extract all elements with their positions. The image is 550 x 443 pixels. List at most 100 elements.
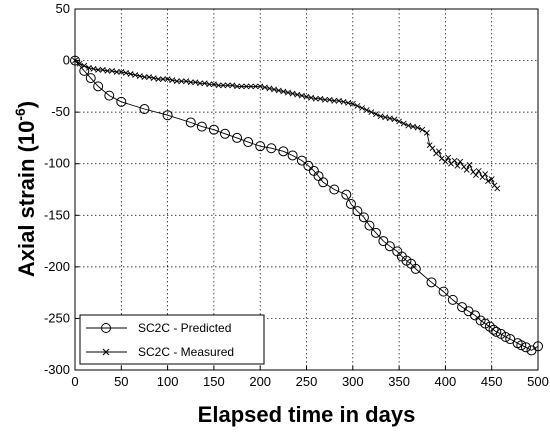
data-point-predicted — [85, 73, 96, 84]
data-point-measured — [312, 95, 319, 102]
data-point-predicted — [287, 150, 298, 161]
data-point-measured — [206, 81, 213, 88]
data-point-measured — [210, 81, 217, 88]
data-point-measured — [349, 100, 356, 107]
y-tick-label: -300 — [44, 362, 70, 377]
data-point-measured — [229, 82, 236, 89]
y-tick-label: -100 — [44, 156, 70, 171]
data-point-measured — [322, 96, 328, 103]
x-tick-label: 450 — [481, 374, 503, 389]
data-point-measured — [90, 65, 97, 72]
data-point-predicted — [378, 236, 389, 247]
legend-label-measured: SC2C - Measured — [138, 345, 234, 359]
y-tick-label: 50 — [56, 1, 70, 16]
data-point-measured — [445, 154, 452, 161]
data-point-predicted — [447, 294, 458, 305]
data-point-measured — [433, 150, 440, 157]
x-tick-label: 400 — [435, 374, 457, 389]
data-point-predicted — [341, 189, 352, 200]
data-point-measured — [160, 76, 166, 83]
y-tick-label: -150 — [44, 207, 70, 222]
data-point-measured — [494, 185, 501, 192]
data-point-measured — [136, 73, 143, 79]
data-point-measured — [155, 76, 162, 83]
data-point-measured — [150, 75, 157, 82]
data-point-predicted — [505, 334, 516, 345]
data-point-measured — [215, 82, 222, 89]
data-point-measured — [285, 89, 291, 96]
x-tick-label: 0 — [71, 374, 78, 389]
data-point-measured — [104, 67, 111, 74]
y-axis-label-close: ) — [14, 101, 39, 108]
data-point-measured — [359, 105, 365, 111]
data-point-measured — [224, 82, 231, 89]
series-1 — [72, 57, 501, 192]
legend-marker-predicted — [101, 323, 111, 333]
data-point-measured — [201, 80, 208, 87]
data-point-measured — [363, 107, 370, 113]
data-point-measured — [298, 92, 305, 99]
data-point-measured — [435, 148, 442, 155]
data-point-predicted — [220, 128, 231, 139]
data-point-measured — [275, 87, 282, 94]
data-point-predicted — [196, 121, 207, 132]
data-point-measured — [85, 64, 92, 71]
data-point-measured — [243, 83, 250, 90]
data-point-measured — [368, 109, 375, 116]
data-point-predicted — [384, 241, 395, 252]
data-point-predicted — [352, 206, 363, 217]
data-point-predicted — [93, 81, 104, 92]
x-ticks: 0 50 100 150 200 250 300 350 400 450 500 — [71, 366, 549, 389]
data-point-measured — [127, 71, 134, 77]
data-point-measured — [238, 83, 245, 90]
data-point-predicted — [438, 286, 449, 297]
legend-box — [79, 314, 265, 365]
data-point-measured — [451, 157, 458, 164]
data-point-measured — [109, 67, 115, 74]
data-point-predicted — [296, 155, 307, 166]
data-point-measured — [257, 83, 264, 90]
data-point-predicted — [104, 90, 115, 101]
data-point-measured — [99, 66, 106, 73]
data-point-measured — [303, 93, 310, 100]
data-point-measured — [377, 113, 384, 120]
data-point-measured — [423, 129, 430, 136]
data-point-measured — [294, 91, 301, 98]
x-tick-label: 50 — [114, 374, 128, 389]
y-axis-label: Axial strain (10-6) — [12, 101, 39, 277]
data-point-measured — [354, 103, 361, 109]
data-point-predicted — [232, 132, 243, 143]
data-point-predicted — [364, 220, 375, 231]
data-point-measured — [331, 97, 338, 104]
data-point-predicted — [116, 96, 127, 107]
data-point-measured — [463, 166, 470, 173]
y-ticks: 50 0 -50 -100 -150 -200 -250 -300 — [44, 1, 79, 377]
data-point-measured — [373, 111, 379, 118]
data-point-predicted — [370, 227, 381, 238]
data-point-measured — [289, 90, 296, 97]
data-point-measured — [335, 97, 342, 104]
x-tick-label: 250 — [296, 374, 318, 389]
series-layer — [70, 55, 543, 356]
y-tick-label: -250 — [44, 310, 70, 325]
data-point-measured — [488, 176, 495, 183]
data-point-measured — [197, 80, 203, 87]
x-tick-label: 300 — [342, 374, 364, 389]
data-point-measured — [118, 68, 125, 75]
data-point-predicted — [79, 65, 90, 76]
data-point-predicted — [520, 342, 531, 353]
data-point-measured — [183, 78, 190, 85]
y-tick-label: -200 — [44, 259, 70, 274]
data-point-measured — [266, 85, 273, 92]
data-point-measured — [345, 99, 352, 106]
data-point-measured — [405, 122, 412, 129]
data-point-predicted — [243, 137, 254, 148]
data-point-predicted — [266, 143, 277, 154]
x-tick-label: 100 — [157, 374, 179, 389]
y-axis-label-main: Axial strain (10 — [14, 121, 39, 278]
data-point-measured — [308, 94, 315, 101]
data-point-predicted — [345, 198, 356, 209]
x-tick-label: 350 — [388, 374, 410, 389]
data-point-measured — [429, 145, 436, 152]
